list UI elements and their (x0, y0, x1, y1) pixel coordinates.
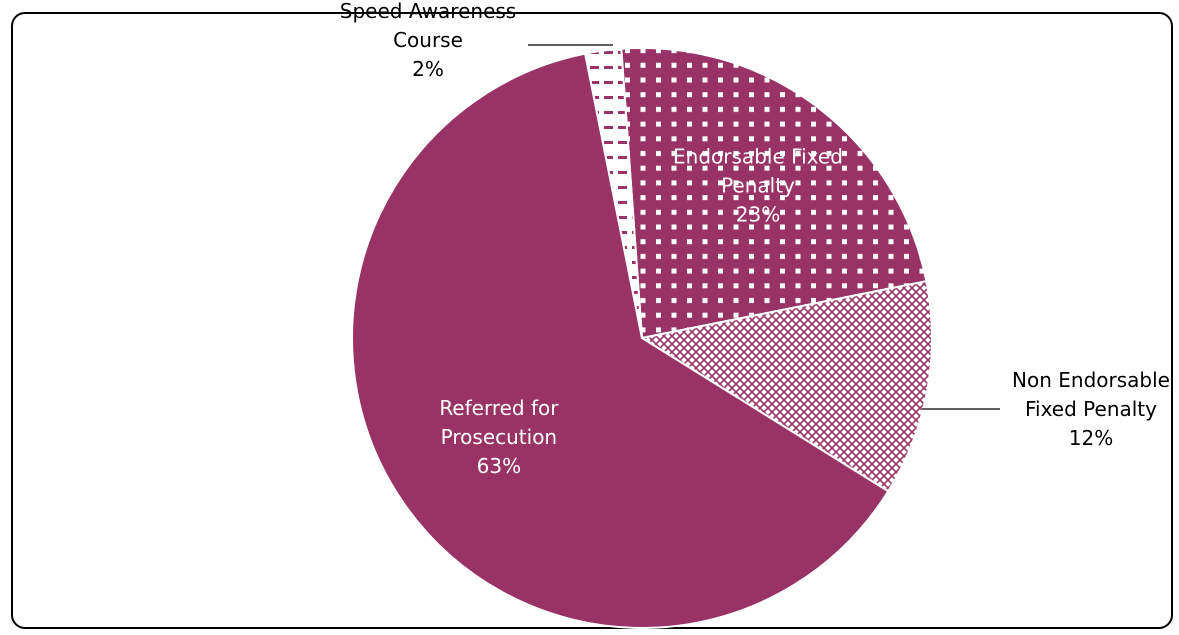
pie-slice-endorsable-fixed-penalty (620, 47, 928, 340)
slice-name-line: Course (393, 28, 463, 52)
slice-label-referred-for-prosecution: Referred for Prosecution 63% (439, 396, 559, 478)
slice-name-line: Endorsable Fixed (673, 145, 843, 169)
slice-name-line: Prosecution (441, 425, 557, 449)
slice-value-label: 2% (412, 57, 444, 81)
slice-name-line: Penalty (721, 174, 795, 198)
slice-value-label: 63% (477, 454, 521, 478)
pie-slice-speed-awareness-course (584, 47, 643, 339)
pie-slice-non-endorsable-fixed-penalty (639, 280, 933, 493)
slice-label-endorsable-fixed-penalty: Endorsable Fixed Penalty 23% (673, 145, 843, 227)
slice-name-line: Non Endorsable (1012, 368, 1170, 392)
slice-label-speed-awareness-course: Speed Awareness Course 2% (340, 0, 516, 81)
slice-name-line: Fixed Penalty (1025, 397, 1157, 421)
slice-label-non-endorsable-fixed-penalty: Non Endorsable Fixed Penalty 12% (1012, 368, 1170, 450)
slice-name-line: Speed Awareness (340, 0, 516, 23)
pie-slice-referred-for-prosecution (351, 52, 890, 629)
slice-value-label: 12% (1069, 426, 1113, 450)
slice-name-line: Referred for (439, 396, 559, 420)
slice-value-label: 23% (736, 203, 780, 227)
